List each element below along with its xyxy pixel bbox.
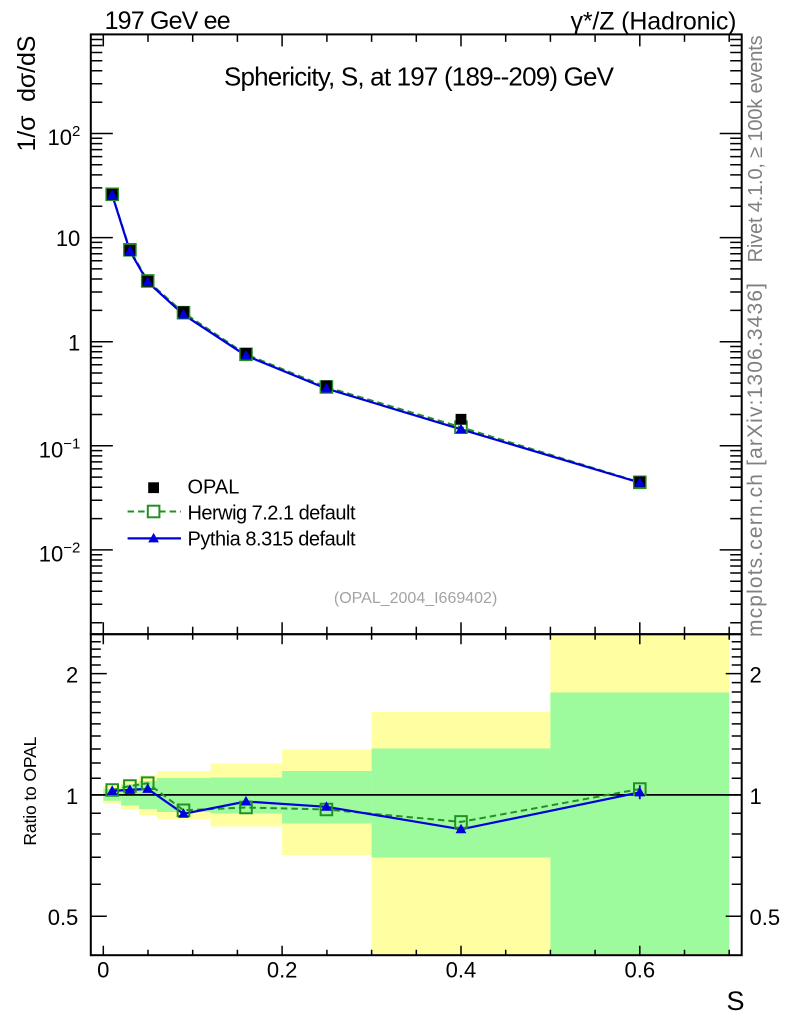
svg-text:γ*/Z (Hadronic): γ*/Z (Hadronic) bbox=[571, 8, 737, 36]
svg-text:10: 10 bbox=[56, 226, 80, 251]
svg-text:OPAL: OPAL bbox=[188, 477, 240, 499]
svg-text:0.4: 0.4 bbox=[446, 957, 477, 982]
svg-text:0.6: 0.6 bbox=[625, 957, 656, 982]
svg-text:Pythia 8.315 default: Pythia 8.315 default bbox=[188, 529, 356, 551]
svg-text:0.5: 0.5 bbox=[750, 905, 781, 930]
svg-text:0: 0 bbox=[97, 957, 109, 982]
svg-text:0.2: 0.2 bbox=[267, 957, 298, 982]
svg-text:10−2: 10−2 bbox=[39, 539, 81, 566]
svg-text:1: 1 bbox=[68, 330, 80, 355]
svg-text:1: 1 bbox=[66, 784, 78, 809]
svg-text:0.5: 0.5 bbox=[48, 905, 79, 930]
svg-text:Herwig 7.2.1 default: Herwig 7.2.1 default bbox=[188, 503, 356, 525]
svg-text:2: 2 bbox=[750, 663, 762, 688]
svg-text:(OPAL_2004_I669402): (OPAL_2004_I669402) bbox=[334, 590, 497, 607]
svg-text:S: S bbox=[726, 986, 744, 1016]
svg-text:Sphericity, S, at 197 (189--20: Sphericity, S, at 197 (189--209) GeV bbox=[224, 62, 615, 92]
svg-text:Rivet 4.1.0, ≥ 100k events: Rivet 4.1.0, ≥ 100k events bbox=[745, 35, 767, 262]
svg-text:1/σ dσ/dS: 1/σ dσ/dS bbox=[13, 36, 41, 152]
svg-text:1: 1 bbox=[750, 784, 762, 809]
svg-text:2: 2 bbox=[66, 663, 78, 688]
svg-text:197 GeV ee: 197 GeV ee bbox=[105, 7, 231, 35]
svg-text:Ratio to OPAL: Ratio to OPAL bbox=[20, 736, 40, 845]
